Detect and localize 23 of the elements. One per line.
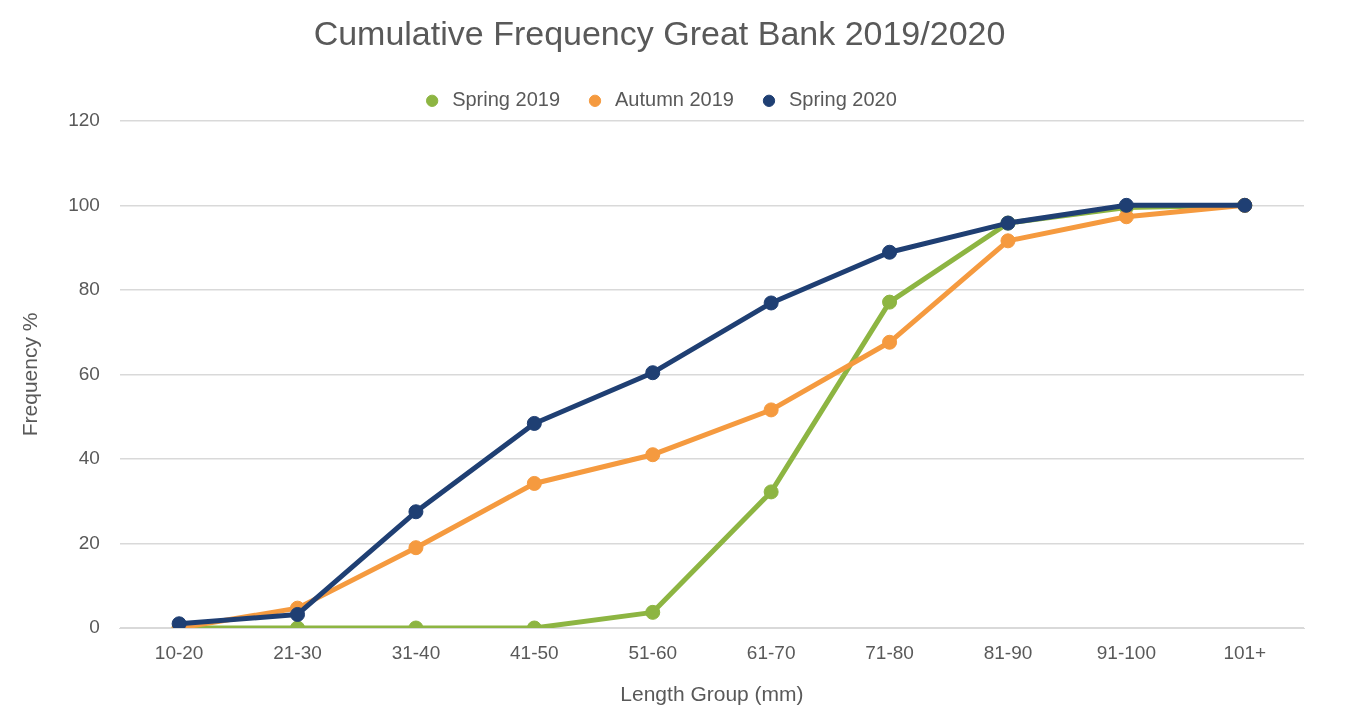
x-tick-label: 61-70 [746, 641, 796, 663]
x-tick-label: 41-50 [510, 641, 559, 663]
x-tick-label: 51-60 [628, 641, 678, 663]
y-tick-label: 120 [68, 109, 100, 131]
x-tick-label: 10-20 [154, 641, 204, 663]
y-tick-label: 100 [68, 193, 100, 215]
chart-title: Cumulative Frequency Great Bank 2019/2020 [313, 13, 1006, 52]
y-axis-title: Frequency % [18, 312, 42, 437]
x-tick-label: 91-100 [1096, 641, 1156, 663]
x-tick-label: 31-40 [391, 641, 441, 663]
legend-label: Spring 2020 [788, 88, 897, 111]
legend-label: Spring 2019 [452, 88, 561, 111]
x-tick-label: 71-80 [865, 641, 914, 663]
y-tick-label: 20 [78, 531, 100, 553]
y-tick-label: 0 [89, 616, 100, 638]
x-tick-label: 21-30 [273, 641, 322, 663]
y-tick-label: 40 [78, 447, 100, 469]
x-axis-title: Length Group (mm) [620, 682, 804, 706]
y-tick-label: 80 [78, 278, 100, 300]
x-tick-label: 101+ [1223, 641, 1267, 663]
legend-label: Autumn 2019 [615, 88, 734, 111]
y-tick-label: 60 [78, 362, 100, 384]
x-tick-label: 81-90 [983, 641, 1033, 663]
